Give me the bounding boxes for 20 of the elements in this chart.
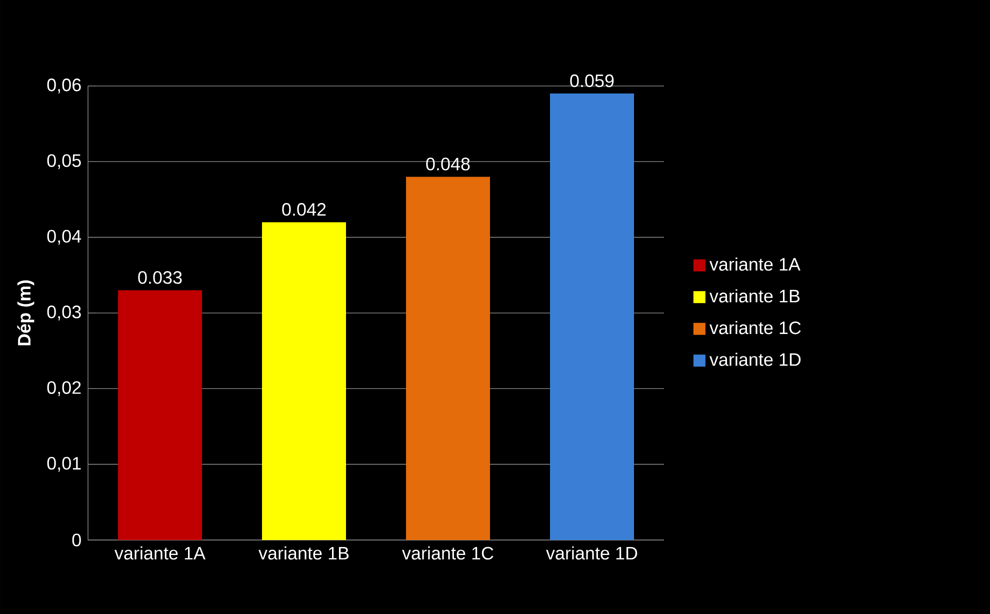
y-tick-label: 0,06 [47, 78, 81, 94]
y-tick-label: 0,02 [47, 381, 81, 396]
data-label: 0.059 [570, 74, 614, 88]
y-tick-label: 0,04 [47, 230, 82, 245]
y-tick-label: 0 [72, 534, 81, 546]
x-tick-label: variante 1B [258, 546, 349, 560]
legend-label: variante 1B [709, 289, 800, 302]
x-tick-label: variante 1A [114, 546, 206, 560]
x-tick-label: variante 1C [402, 546, 494, 560]
y-tick-label: 0,03 [47, 306, 81, 320]
data-label: 0.048 [426, 158, 470, 170]
y-axis-title: Dép (m) [17, 280, 34, 346]
legend-label: variante 1C [709, 320, 801, 334]
data-label: 0.042 [282, 203, 326, 216]
data-label: 0.033 [138, 271, 182, 284]
legend-label: variante 1A [709, 258, 800, 271]
y-tick-label: 0,05 [47, 154, 81, 170]
y-tick-label: 0,01 [47, 456, 81, 472]
x-tick-label: variante 1D [546, 546, 638, 560]
legend-label: variante 1D [709, 352, 801, 366]
